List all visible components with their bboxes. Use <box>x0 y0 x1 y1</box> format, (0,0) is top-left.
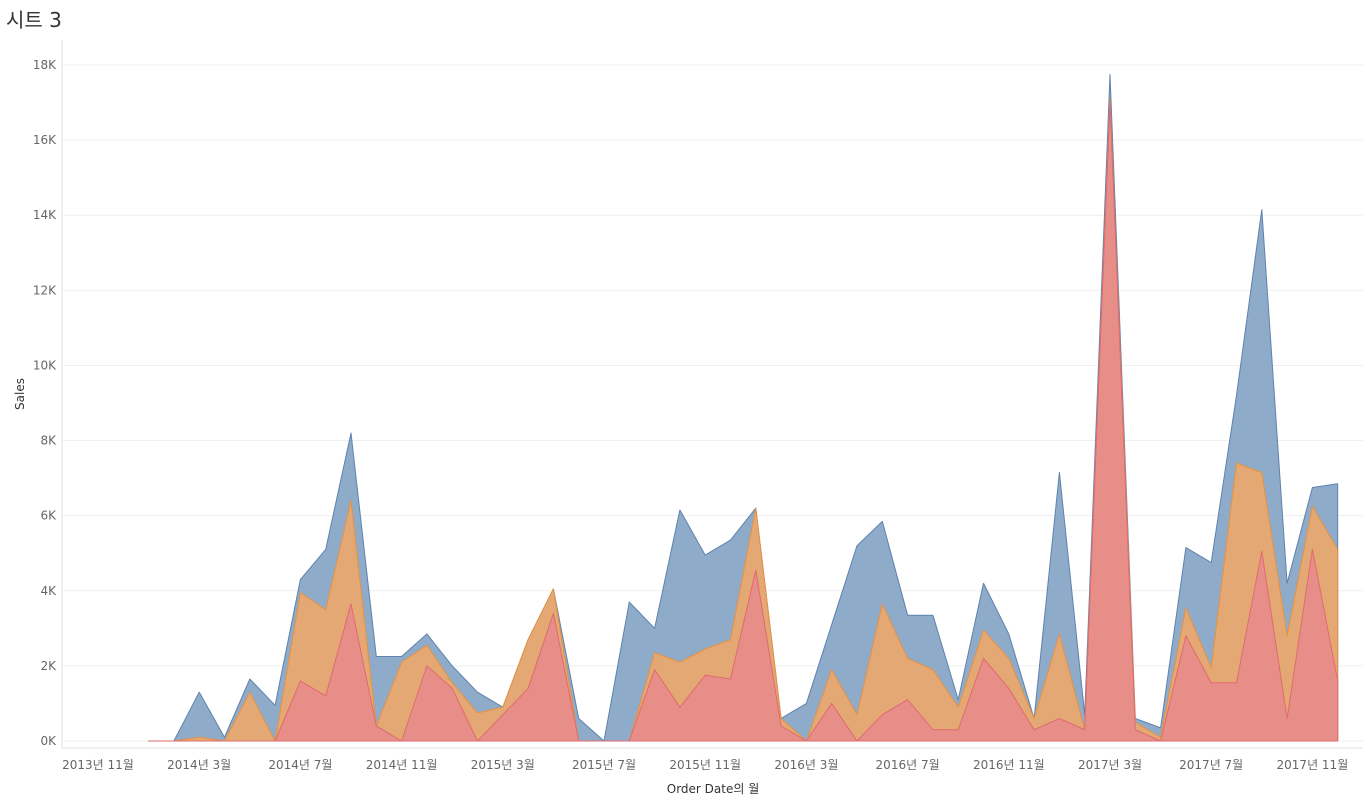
y-axis-title: Sales <box>13 378 27 410</box>
y-tick-label: 0K <box>40 734 57 748</box>
x-tick-label: 2014년 11월 <box>366 758 438 772</box>
y-tick-label: 6K <box>40 509 57 523</box>
y-tick-label: 10K <box>33 358 57 372</box>
y-tick-label: 12K <box>33 283 57 297</box>
y-tick-labels: 0K 2K 4K 6K 8K 10K 12K 14K 16K 18K <box>33 58 57 748</box>
x-tick-label: 2015년 3월 <box>471 758 535 772</box>
y-tick-label: 14K <box>33 208 57 222</box>
x-tick-labels: 2013년 11월 2014년 3월 2014년 7월 2014년 11월 2015년 … <box>62 758 1348 772</box>
x-tick-label: 2017년 7월 <box>1179 758 1243 772</box>
x-tick-label: 2017년 3월 <box>1078 758 1142 772</box>
x-tick-label: 2016년 3월 <box>774 758 838 772</box>
y-tick-label: 4K <box>40 584 57 598</box>
stacked-areas <box>148 73 1339 742</box>
x-tick-label: 2014년 7월 <box>268 758 332 772</box>
y-tick-label: 16K <box>33 133 57 147</box>
x-tick-label: 2015년 7월 <box>572 758 636 772</box>
y-tick-label: 8K <box>40 434 57 448</box>
page-title: 시트 3 <box>6 8 62 32</box>
x-tick-label: 2015년 11월 <box>669 758 741 772</box>
x-tick-label: 2016년 11월 <box>973 758 1045 772</box>
x-tick-label: 2014년 3월 <box>167 758 231 772</box>
x-axis-title: Order Date의 월 <box>667 782 760 796</box>
area-series-1 <box>148 102 1339 742</box>
x-tick-label: 2016년 7월 <box>876 758 940 772</box>
axes <box>61 40 1363 749</box>
y-tick-label: 18K <box>33 58 57 72</box>
x-tick-label: 2013년 11월 <box>62 758 134 772</box>
x-tick-label: 2017년 11월 <box>1277 758 1349 772</box>
y-tick-label: 2K <box>40 659 57 673</box>
